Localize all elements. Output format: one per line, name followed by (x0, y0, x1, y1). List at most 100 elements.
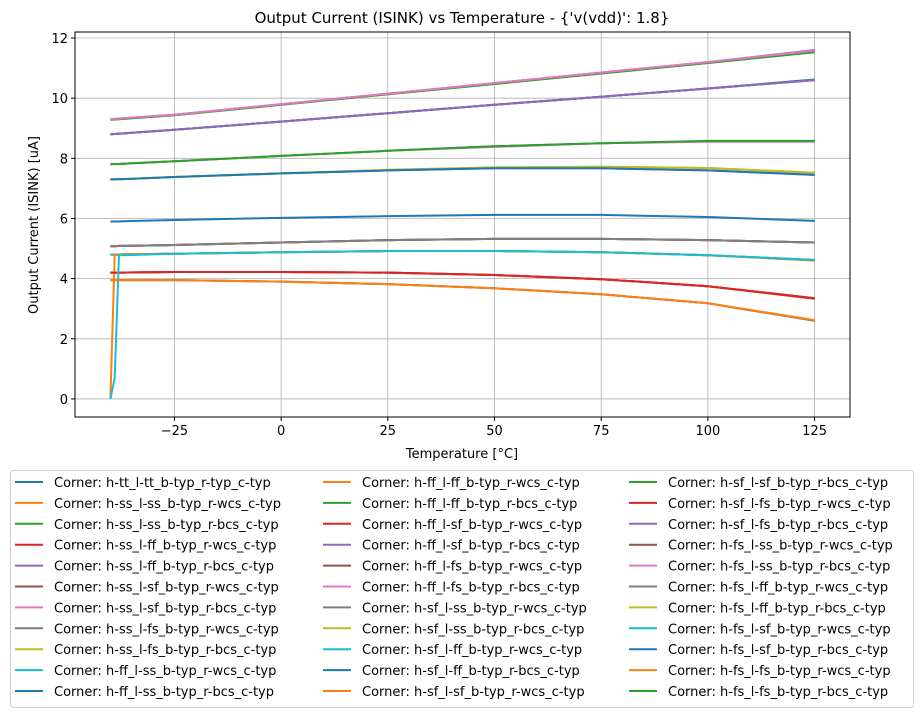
x-axis-label: Temperature [°C] (405, 447, 518, 462)
legend-label: Corner: h-sf_l-ss_b-typ_r-bcs_c-typ (362, 622, 584, 637)
legend-item: Corner: h-fs_l-fs_b-typ_r-bcs_c-typ (629, 685, 888, 700)
y-tick-label: 6 (60, 212, 68, 227)
legend-item: Corner: h-ff_l-ss_b-typ_r-wcs_c-typ (15, 664, 276, 679)
legend-label: Corner: h-ff_l-fs_b-typ_r-wcs_c-typ (362, 560, 582, 575)
x-tick-label: 50 (486, 424, 503, 439)
legend-item: Corner: h-ss_l-sf_b-typ_r-bcs_c-typ (15, 601, 276, 616)
legend-item: Corner: h-fs_l-ff_b-typ_r-bcs_c-typ (629, 601, 886, 616)
legend-label: Corner: h-ff_l-ff_b-typ_r-wcs_c-typ (362, 476, 580, 491)
legend-label: Corner: h-ss_l-ss_b-typ_r-wcs_c-typ (54, 497, 281, 512)
legend-item: Corner: h-tt_l-tt_b-typ_r-typ_c-typ (15, 476, 271, 491)
series-line-0 (110, 213, 815, 223)
x-tick-label: 75 (593, 424, 610, 439)
legend-label: Corner: h-ff_l-ss_b-typ_r-wcs_c-typ (54, 664, 276, 679)
legend-item: Corner: h-ss_l-ff_b-typ_r-wcs_c-typ (15, 539, 276, 554)
y-axis-label: Output Current (ISINK) [uA] (27, 136, 42, 314)
y-tick-label: 12 (51, 32, 68, 47)
legend-label: Corner: h-sf_l-ff_b-typ_r-bcs_c-typ (362, 664, 580, 679)
x-tick-label: −25 (161, 424, 188, 439)
series-line-13 (110, 271, 815, 300)
legend-item: Corner: h-fs_l-fs_b-typ_r-wcs_c-typ (629, 664, 891, 679)
legend-label: Corner: h-ff_l-sf_b-typ_r-wcs_c-typ (362, 518, 582, 533)
series-line-11 (110, 271, 815, 300)
legend-item: Corner: h-sf_l-ss_b-typ_r-wcs_c-typ (323, 601, 587, 616)
legend-label: Corner: h-ss_l-fs_b-typ_r-wcs_c-typ (54, 622, 279, 637)
y-tick-label: 8 (60, 152, 68, 167)
legend-label: Corner: h-fs_l-ff_b-typ_r-bcs_c-typ (668, 601, 886, 616)
x-tick-label: 0 (277, 424, 285, 439)
legend-label: Corner: h-fs_l-fs_b-typ_r-wcs_c-typ (668, 664, 891, 679)
legend-item: Corner: h-fs_l-ff_b-typ_r-wcs_c-typ (629, 581, 888, 596)
legend-item: Corner: h-ff_l-sf_b-typ_r-bcs_c-typ (323, 539, 580, 554)
y-tick-label: 10 (51, 92, 68, 107)
grid (75, 32, 850, 417)
legend-label: Corner: h-ss_l-sf_b-typ_r-bcs_c-typ (54, 601, 276, 616)
legend-item: Corner: h-fs_l-sf_b-typ_r-bcs_c-typ (629, 643, 888, 658)
legend-label: Corner: h-ff_l-ss_b-typ_r-bcs_c-typ (54, 685, 274, 700)
legend-item: Corner: h-ss_l-ss_b-typ_r-wcs_c-typ (15, 497, 281, 512)
legend-label: Corner: h-ss_l-sf_b-typ_r-wcs_c-typ (54, 581, 279, 596)
series-line-21 (109, 250, 815, 400)
legend-label: Corner: h-fs_l-ff_b-typ_r-wcs_c-typ (668, 581, 888, 596)
legend-label: Corner: h-sf_l-fs_b-typ_r-bcs_c-typ (668, 518, 888, 533)
series-line-6 (110, 49, 815, 121)
legend-label: Corner: h-ss_l-ff_b-typ_r-wcs_c-typ (54, 539, 276, 554)
legend-label: Corner: h-ss_l-ss_b-typ_r-bcs_c-typ (54, 518, 279, 533)
legend-item: Corner: h-ff_l-ff_b-typ_r-wcs_c-typ (323, 476, 580, 491)
series-line-2 (110, 140, 815, 166)
legend-label: Corner: h-fs_l-fs_b-typ_r-bcs_c-typ (668, 685, 888, 700)
legend-label: Corner: h-ff_l-ff_b-typ_r-bcs_c-typ (362, 497, 577, 512)
legend-item: Corner: h-sf_l-ff_b-typ_r-bcs_c-typ (323, 664, 580, 679)
series-line-3 (110, 271, 815, 300)
legend-item: Corner: h-sf_l-ss_b-typ_r-bcs_c-typ (323, 622, 584, 637)
legend-label: Corner: h-ss_l-ff_b-typ_r-bcs_c-typ (54, 560, 274, 575)
legend-label: Corner: h-ff_l-sf_b-typ_r-bcs_c-typ (362, 539, 580, 554)
legend: Corner: h-tt_l-tt_b-typ_r-typ_c-typ Corne… (10, 470, 914, 708)
legend-item: Corner: h-sf_l-fs_b-typ_r-wcs_c-typ (629, 497, 891, 512)
legend-frame (10, 470, 914, 708)
legend-item: Corner: h-ss_l-sf_b-typ_r-wcs_c-typ (15, 581, 279, 596)
legend-item: Corner: h-fs_l-sf_b-typ_r-wcs_c-typ (629, 622, 891, 637)
chart-title: Output Current (ISINK) vs Temperature - … (255, 9, 670, 27)
legend-label: Corner: h-fs_l-ss_b-typ_r-wcs_c-typ (668, 539, 893, 554)
legend-item: Corner: h-ss_l-ss_b-typ_r-bcs_c-typ (15, 518, 279, 533)
series-line-32 (110, 139, 815, 166)
x-tick-label: 25 (380, 424, 397, 439)
legend-item: Corner: h-ss_l-fs_b-typ_r-wcs_c-typ (15, 622, 279, 637)
legend-item: Corner: h-sf_l-sf_b-typ_r-wcs_c-typ (323, 685, 585, 700)
legend-label: Corner: h-sf_l-ss_b-typ_r-wcs_c-typ (362, 601, 587, 616)
legend-item: Corner: h-ff_l-sf_b-typ_r-wcs_c-typ (323, 518, 582, 533)
series-line-16 (110, 140, 815, 166)
series-line-30 (110, 167, 815, 181)
series-line-14 (110, 49, 815, 121)
series-line-31 (110, 279, 815, 322)
series-lines (109, 49, 815, 400)
x-tick-label: 125 (802, 424, 827, 439)
y-tick-label: 2 (60, 333, 68, 348)
legend-item: Corner: h-sf_l-fs_b-typ_r-bcs_c-typ (629, 518, 888, 533)
legend-item: Corner: h-sf_l-sf_b-typ_r-bcs_c-typ (629, 476, 888, 491)
series-line-27 (110, 237, 815, 248)
legend-item: Corner: h-ff_l-fs_b-typ_r-wcs_c-typ (323, 560, 582, 575)
legend-label: Corner: h-fs_l-sf_b-typ_r-bcs_c-typ (668, 643, 888, 658)
legend-item: Corner: h-fs_l-ss_b-typ_r-bcs_c-typ (629, 560, 890, 575)
legend-label: Corner: h-sf_l-sf_b-typ_r-bcs_c-typ (668, 476, 888, 491)
ticks: −25 0 25 50 75 100 125 0 2 4 6 8 10 12 (51, 32, 827, 439)
legend-item: Corner: h-ss_l-fs_b-typ_r-bcs_c-typ (15, 643, 276, 658)
legend-label: Corner: h-sf_l-ff_b-typ_r-wcs_c-typ (362, 643, 582, 658)
plot-frame (74, 31, 851, 418)
series-line-24 (110, 79, 815, 136)
legend-label: Corner: h-sf_l-sf_b-typ_r-wcs_c-typ (362, 685, 585, 700)
legend-label: Corner: h-fs_l-ss_b-typ_r-bcs_c-typ (668, 560, 890, 575)
series-line-29 (109, 250, 815, 400)
legend-item: Corner: h-ss_l-ff_b-typ_r-bcs_c-typ (15, 560, 274, 575)
x-tick-label: 100 (695, 424, 720, 439)
legend-label: Corner: h-ss_l-fs_b-typ_r-bcs_c-typ (54, 643, 276, 658)
legend-item: Corner: h-ff_l-ff_b-typ_r-bcs_c-typ (323, 497, 577, 512)
legend-item: Corner: h-ff_l-ss_b-typ_r-bcs_c-typ (15, 685, 274, 700)
legend-item: Corner: h-fs_l-ss_b-typ_r-wcs_c-typ (629, 539, 893, 554)
legend-label: Corner: h-sf_l-fs_b-typ_r-wcs_c-typ (668, 497, 891, 512)
y-tick-label: 4 (60, 273, 68, 288)
legend-item: Corner: h-ff_l-fs_b-typ_r-bcs_c-typ (323, 581, 580, 596)
